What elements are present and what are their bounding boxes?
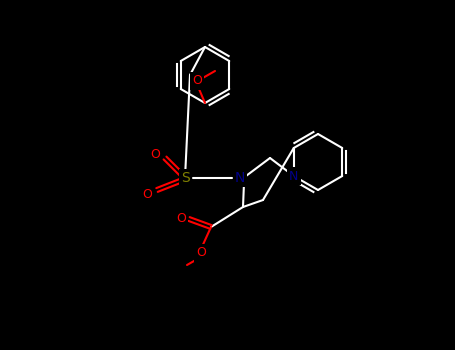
Text: O: O xyxy=(142,188,152,201)
Text: S: S xyxy=(181,171,189,185)
Text: O: O xyxy=(150,147,160,161)
Text: N: N xyxy=(235,171,245,185)
Text: O: O xyxy=(196,246,206,259)
Text: O: O xyxy=(192,75,202,88)
Text: N: N xyxy=(289,169,298,182)
Text: O: O xyxy=(176,212,186,225)
